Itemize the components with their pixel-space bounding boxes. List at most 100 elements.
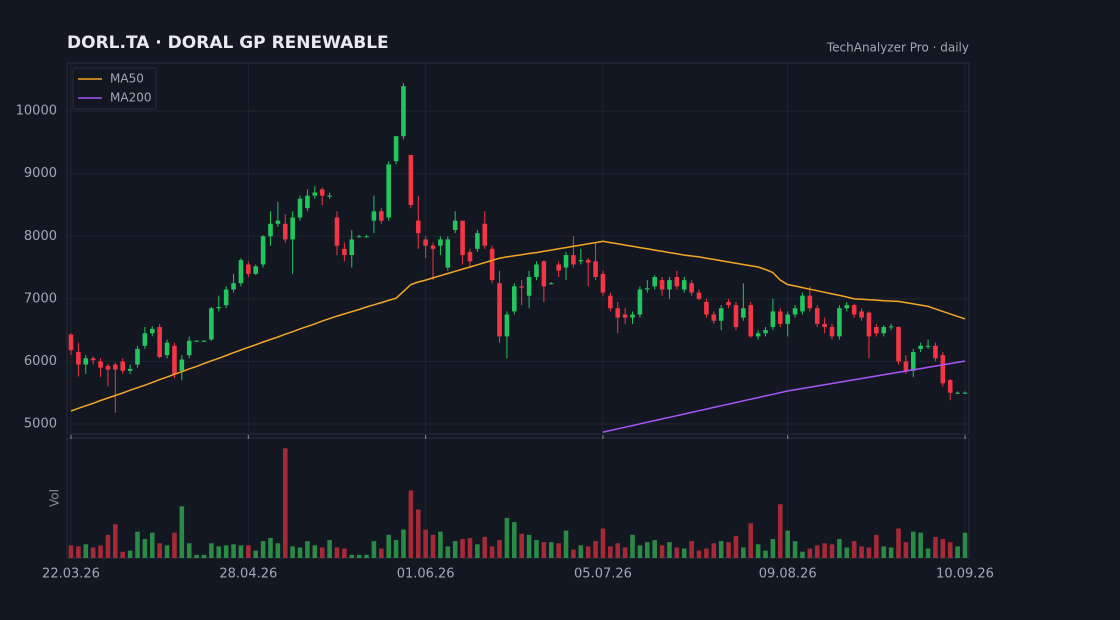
candle-body (593, 261, 598, 277)
candle-body (748, 305, 754, 337)
volume-bar (127, 550, 133, 558)
volume-bar (792, 541, 798, 558)
volume-bar (164, 545, 170, 558)
volume-bar (711, 543, 717, 558)
candle-body (260, 236, 266, 265)
volume-bar (548, 542, 554, 558)
volume-bar (571, 549, 576, 558)
volume-bar (785, 530, 790, 558)
volume-bar (940, 539, 946, 558)
candle-body (733, 305, 739, 328)
volume-bar (814, 545, 820, 558)
volume-bar (356, 554, 362, 558)
candle-body (866, 312, 872, 337)
candle-body (504, 314, 510, 337)
volume-bar (157, 543, 162, 558)
candle-body (585, 260, 591, 263)
candle-body (319, 189, 325, 196)
candle-body (430, 245, 436, 249)
volume-bar (401, 529, 406, 558)
volume-bar (777, 504, 783, 558)
volume-bar (297, 547, 303, 558)
volume-bar (526, 534, 532, 558)
candle-body (844, 305, 850, 309)
volume-bar (379, 548, 384, 558)
volume-bar (585, 546, 591, 558)
volume-bar (903, 542, 909, 558)
volume-bar (637, 545, 643, 558)
candle-body (689, 283, 694, 293)
volume-bar (630, 534, 635, 558)
volume-bar (186, 543, 192, 558)
volume-bar (807, 548, 813, 558)
y-tick-label: 7000 (24, 291, 57, 306)
volume-panel (66, 437, 970, 559)
volume-bar (201, 554, 207, 558)
candle-body (837, 308, 842, 337)
candle-body (386, 164, 391, 218)
volume-bar (334, 547, 340, 558)
volume-bar (844, 547, 850, 558)
candle-body (393, 136, 399, 162)
candle-body (888, 326, 894, 328)
volume-bar (615, 543, 621, 558)
volume-bar (696, 550, 702, 558)
price-panel (66, 62, 970, 435)
volume-bar (149, 532, 155, 558)
volume-bar (223, 545, 229, 558)
volume-bar (253, 550, 259, 558)
volume-bar (305, 541, 310, 558)
candle-body (925, 345, 931, 347)
ma-line (70, 240, 966, 412)
volume-bar (319, 547, 325, 558)
candle-body (637, 289, 643, 315)
volume-bar (541, 542, 547, 558)
axes: 5000 6000 7000 8000 9000 10000 22.03.26 28.04.2… (16, 104, 994, 582)
volume-bar (246, 545, 251, 558)
candle-body (364, 236, 369, 238)
volume-bar (962, 532, 968, 558)
x-tick-label: 05.07.26 (574, 567, 632, 582)
candle-body (718, 308, 724, 321)
candle-body (814, 308, 820, 324)
candle-body (489, 248, 495, 281)
volume-bar (260, 541, 266, 558)
y-tick-label: 9000 (24, 166, 57, 181)
chart-subtitle: TechAnalyzer Pro · daily (826, 41, 969, 55)
candle-body (356, 236, 362, 238)
volume-bar (371, 541, 377, 558)
candle-body (342, 248, 347, 256)
volume-bar (489, 546, 495, 558)
candle-body (652, 276, 657, 287)
volume-bar (231, 544, 236, 558)
candle-body (105, 365, 111, 370)
volume-bar (763, 550, 768, 558)
volume-bar (76, 546, 81, 558)
candle-body (571, 255, 576, 265)
candle-body (282, 223, 288, 240)
y-tick-label: 6000 (24, 354, 57, 369)
volume-bar (68, 545, 74, 558)
candle-body (172, 345, 177, 374)
volume-bar (556, 543, 561, 558)
volume-bar (475, 544, 480, 558)
volume-bars (68, 448, 968, 558)
volume-bar (733, 535, 739, 558)
volume-bar (593, 541, 598, 558)
volume-bar (896, 528, 901, 558)
candle-body (859, 311, 864, 318)
candle-body (874, 327, 879, 334)
candle-body (770, 311, 776, 328)
volume-bar (172, 532, 177, 558)
candle-body (327, 195, 332, 197)
candle-body (275, 220, 281, 224)
volume-bar (600, 528, 606, 558)
volume-bar (209, 543, 214, 558)
volume-bar (933, 536, 938, 558)
volume-bar (659, 545, 665, 558)
candle-body (290, 217, 295, 240)
legend-label: MA50 (110, 72, 144, 86)
candle-body (438, 239, 443, 246)
candle-body (231, 283, 236, 290)
volume-bar (393, 540, 399, 558)
